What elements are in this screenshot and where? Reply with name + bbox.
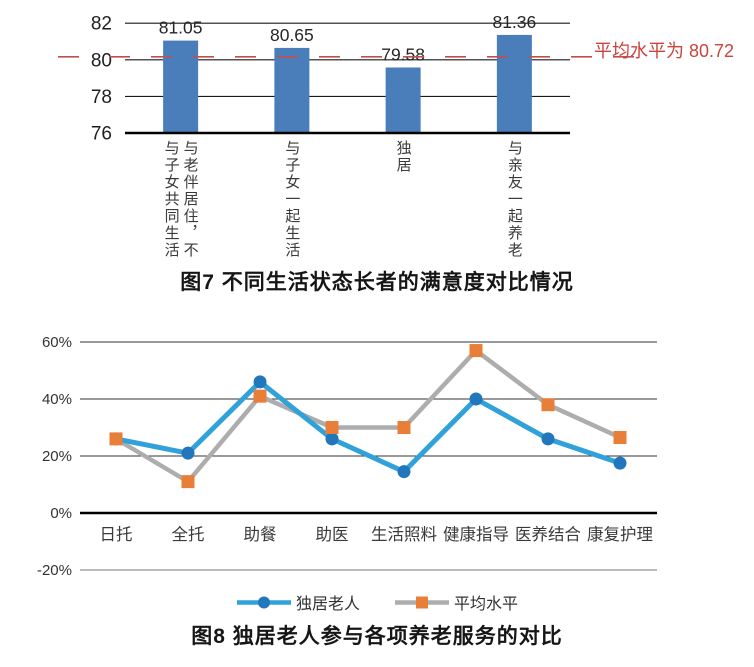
average-marker-1 (181, 475, 195, 489)
x-category-label-0: 日托 (100, 525, 133, 544)
legend-label-average: 平均水平 (454, 596, 519, 613)
x-category-label-6: 医养结合 (515, 525, 581, 544)
bar-3 (496, 34, 532, 133)
x-category-label-7: 康复护理 (587, 525, 653, 544)
living-alone-marker-2 (253, 375, 267, 389)
bar-value-label-0: 81.05 (159, 18, 203, 38)
average-marker-6 (541, 398, 555, 412)
legend-item-average: 平均水平 (394, 590, 518, 614)
satisfaction-bar-chart: 76 78 80 82 81.05 80.65 79.58 81.36 (58, 12, 650, 145)
bar-1 (274, 47, 310, 133)
living-alone-marker-3 (325, 432, 339, 446)
living-alone-marker-7 (613, 456, 627, 470)
y-tick-label--20%: -20% (37, 562, 72, 579)
x-axis-label-with-relatives: 与亲友一起养老 (505, 140, 523, 259)
average-marker-7 (613, 430, 627, 444)
x-axis-label-with-children: 与子女一起生活 (283, 140, 301, 259)
figure8-title: 图8 独居老人参与各项养老服务的对比 (191, 625, 563, 648)
average-marker-0 (109, 432, 123, 446)
legend-line-circle-icon (236, 596, 291, 608)
x-axis-label-with-spouse-not-children: 与老伴居住，不与子女共同生活 (162, 140, 199, 259)
legend-label-living-alone: 独居老人 (295, 596, 360, 613)
average-marker-3 (325, 421, 339, 434)
average-marker-5 (469, 344, 483, 358)
living-alone-marker-5 (469, 392, 483, 406)
living-alone-marker-1 (181, 446, 195, 460)
y-tick-label-0%: 0% (50, 505, 72, 522)
y-tick-label-78: 78 (91, 87, 112, 108)
y-tick-label-80: 80 (91, 50, 112, 71)
living-alone-series-line (115, 379, 621, 475)
y-tick-label-60%: 60% (42, 334, 72, 351)
y-tick-label-82: 82 (91, 14, 112, 35)
x-category-label-5: 健康指导 (443, 525, 509, 544)
legend-item-living-alone: 独居老人 (236, 590, 360, 614)
y-tick-label-76: 76 (91, 124, 112, 145)
bar-value-label-2: 79.58 (381, 44, 425, 64)
chart-legend: 独居老人 平均水平 (0, 590, 754, 614)
average-marker-2 (253, 389, 267, 403)
service-participation-line-chart: 60% 40% 20% 0% -20% 日托 全托 助餐 助医 生活照料 健康指导 医养结合 康复护理 (37, 334, 657, 579)
living-alone-marker-6 (541, 432, 555, 446)
average-marker-4 (397, 421, 411, 434)
living-alone-marker-4 (397, 465, 411, 479)
bar-value-label-1: 80.65 (270, 25, 314, 45)
bar-0 (163, 40, 199, 133)
x-category-label-2: 助餐 (244, 525, 277, 544)
x-category-label-3: 助医 (316, 525, 349, 544)
x-category-label-1: 全托 (172, 525, 205, 544)
y-tick-label-40%: 40% (42, 391, 72, 408)
y-tick-label-20%: 20% (42, 448, 72, 465)
x-category-label-4: 生活照料 (371, 525, 437, 544)
average-series-line (114, 347, 621, 485)
average-line-annotation: 平均水平为 80.72 (594, 41, 735, 61)
bar-value-label-3: 81.36 (492, 12, 536, 32)
legend-square-marker (416, 596, 428, 608)
legend-line-square-icon (395, 596, 449, 608)
x-axis-label-living-alone: 独居 (394, 140, 412, 174)
bar-2 (385, 67, 421, 133)
figure7-title: 图7 不同生活状态长者的满意度对比情况 (180, 271, 574, 294)
legend-circle-marker (257, 596, 270, 608)
